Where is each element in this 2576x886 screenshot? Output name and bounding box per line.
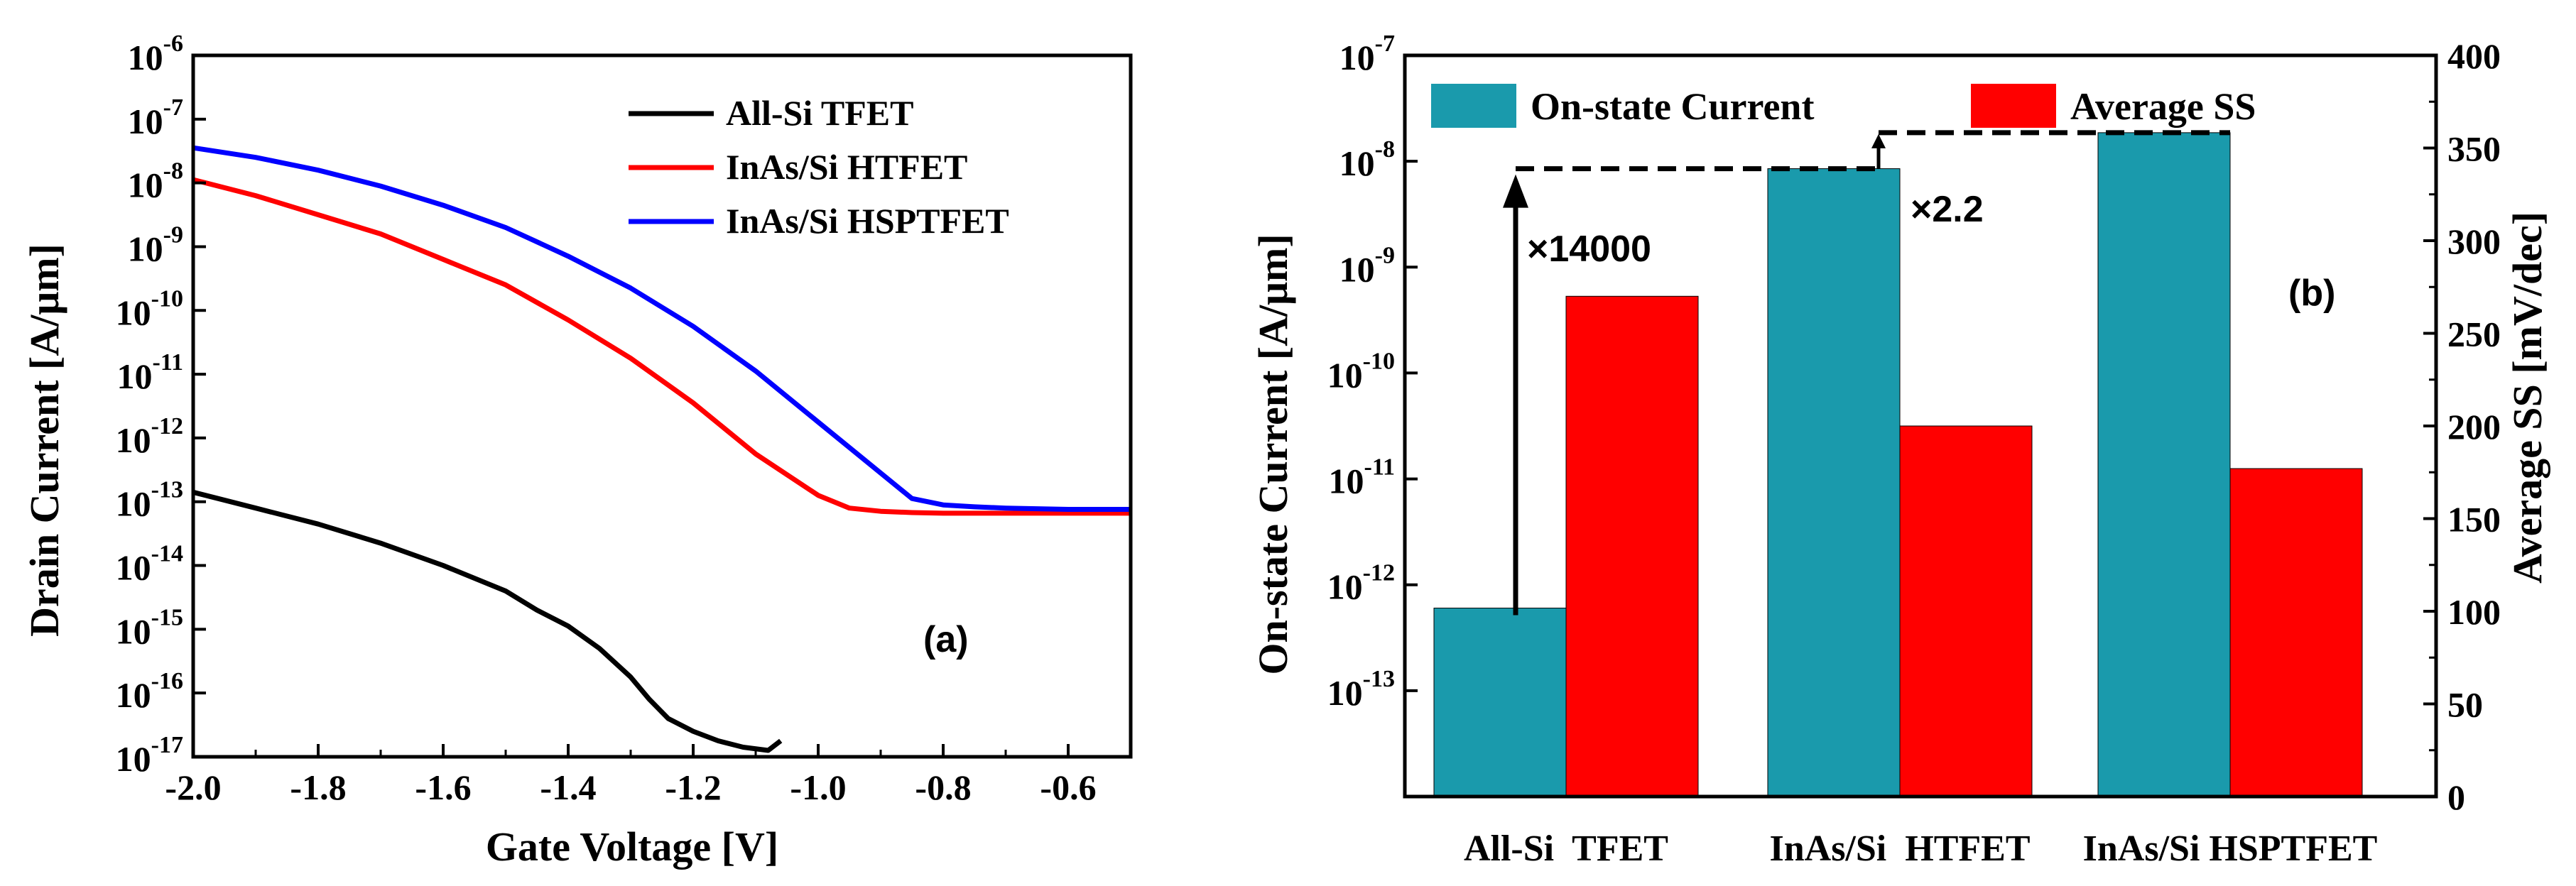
line-inas-si-hsptfet — [192, 145, 1131, 512]
legend-swatch-average-ss — [1971, 84, 2056, 128]
y-left-tick-label: 10-10 — [1327, 348, 1395, 395]
y-left-tick-label: 10-12 — [1327, 560, 1395, 607]
y-left-tick-label: 10-7 — [1339, 31, 1395, 77]
x-axis-label-a: Gate Voltage [V] — [486, 824, 778, 870]
x-tick-label: -1.0 — [790, 767, 846, 807]
y-right-tick-label: 400 — [2447, 36, 2501, 76]
y-right-tick-label: 350 — [2447, 129, 2501, 169]
legend-label-all-si-tfet: All-Si TFET — [726, 93, 913, 133]
category-labels-b: All-Si TFET InAs/Si HTFET InAs/Si HSPTFET — [1464, 828, 2377, 869]
legend-label-average-ss: Average SS — [2070, 85, 2256, 128]
y-right-tick-label: 100 — [2447, 592, 2501, 632]
bar-average-ss-inas-si-htfet — [1899, 425, 2033, 797]
y-tick-label: 10-8 — [128, 158, 183, 205]
y-right-tick-label: 150 — [2447, 500, 2501, 540]
y-tick-label: 10-12 — [116, 413, 183, 460]
arrow-2-2-head — [1871, 133, 1886, 148]
category-label-all-si-tfet: All-Si TFET — [1464, 828, 1668, 869]
x-tick-label: -1.4 — [540, 767, 596, 807]
y-tick-label: 10-9 — [128, 222, 183, 268]
y-tick-label: 10-11 — [117, 349, 183, 396]
legend-b: On-state Current Average SS — [1431, 84, 2256, 128]
left-axis-ticks-b: 10-7 10-8 10-9 10-10 10-11 10-12 10-13 — [1327, 31, 1418, 713]
line-inas-si-htfet — [192, 177, 1131, 516]
bar-group — [1433, 132, 2363, 797]
bar-average-ss-inas-si-hsptfet — [2229, 468, 2363, 797]
y-left-tick-label: 10-13 — [1327, 666, 1395, 713]
panel-label-b: (b) — [2288, 273, 2335, 314]
y-axis-ticks-a: 10-6 10-7 10-8 10-9 10-10 10-11 10-12 10-13 10-1… — [116, 31, 206, 779]
annotations-b: ×14000 ×2.2 — [1503, 130, 2230, 616]
y-left-tick-label: 10-9 — [1339, 242, 1395, 289]
x-axis-ticks-a: -2.0 -1.8 -1.6 -1.4 -1.2 -1.0 -0.8 -0.6 — [165, 744, 1132, 807]
annotation-x2-2: ×2.2 — [1911, 189, 1984, 230]
x-tick-label: -2.0 — [165, 767, 221, 807]
annotation-x14000: ×14000 — [1527, 229, 1651, 270]
legend-label-inas-si-hsptfet: InAs/Si HSPTFET — [726, 201, 1009, 241]
panel-b-bar-chart: ×14000 ×2.2 10-710-810-910-1010-1110-121… — [1250, 31, 2550, 869]
y-right-tick-label: 50 — [2447, 685, 2483, 725]
y-axis-label-a: Drain Current [A/μm] — [21, 244, 67, 637]
y-tick-label: 10-6 — [128, 31, 183, 77]
y-left-tick-label: 10-8 — [1339, 136, 1395, 183]
category-label-inas-si-htfet: InAs/Si HTFET — [1769, 828, 2030, 869]
y-tick-label: 10-13 — [116, 477, 183, 524]
category-label-inas-si-hsptfet: InAs/Si HSPTFET — [2083, 828, 2378, 869]
x-tick-label: -1.6 — [415, 767, 471, 807]
y-tick-label: 10-10 — [116, 285, 183, 332]
left-axis-label-b: On-state Current [A/μm] — [1250, 234, 1296, 674]
legend-swatch-on-state-current — [1431, 84, 1516, 128]
bar-on-state-inas-si-htfet — [1767, 168, 1901, 797]
bar-on-state-inas-si-hsptfet — [2097, 132, 2231, 797]
y-tick-label: 10-15 — [116, 604, 183, 651]
y-right-tick-label: 200 — [2447, 407, 2501, 447]
x-tick-label: -0.8 — [915, 767, 971, 807]
panel-a-line-chart: -2.0 -1.8 -1.6 -1.4 -1.2 -1.0 -0.8 -0.6 10-610-… — [21, 31, 1133, 870]
x-tick-label: -0.6 — [1040, 767, 1096, 807]
line-series-group — [192, 145, 1131, 753]
right-axis-ticks-b: 0 50 100 150 200 250 300 350 400 — [2423, 36, 2501, 817]
bar-on-state-all-si-tfet — [1433, 608, 1567, 797]
y-right-tick-label: 250 — [2447, 315, 2501, 354]
panel-label-a: (a) — [923, 619, 969, 660]
y-tick-label: 10-14 — [116, 541, 183, 588]
arrow-14000-head — [1503, 174, 1528, 208]
line-all-si-tfet — [192, 489, 783, 753]
right-axis-label-b: Average SS [mV/dec] — [2504, 212, 2550, 584]
legend-label-inas-si-htfet: InAs/Si HTFET — [726, 147, 967, 187]
y-tick-label: 10-7 — [128, 94, 183, 141]
legend-label-on-state-current: On-state Current — [1531, 85, 1814, 128]
y-tick-label: 10-16 — [116, 668, 183, 715]
y-right-tick-label: 0 — [2447, 777, 2465, 817]
x-tick-label: -1.8 — [290, 767, 346, 807]
bar-average-ss-all-si-tfet — [1565, 295, 1699, 797]
x-tick-label: -1.2 — [665, 767, 721, 807]
plot-frame-a — [191, 53, 1133, 759]
legend-a: All-Si TFET InAs/Si HTFET InAs/Si HSPTFE… — [629, 93, 1009, 241]
y-right-tick-label: 300 — [2447, 222, 2501, 261]
y-left-tick-label: 10-11 — [1329, 454, 1395, 501]
y-tick-label: 10-17 — [116, 732, 183, 779]
